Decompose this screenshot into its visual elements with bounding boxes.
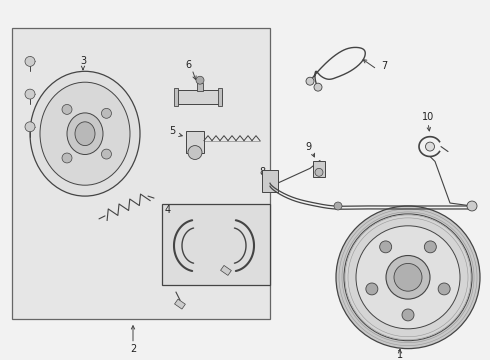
Text: 1: 1 <box>397 350 403 360</box>
Bar <box>186 131 204 153</box>
Circle shape <box>25 89 35 99</box>
Text: 2: 2 <box>130 343 136 354</box>
Text: 4: 4 <box>165 205 171 215</box>
Text: 7: 7 <box>381 61 387 71</box>
Circle shape <box>356 226 460 329</box>
Circle shape <box>425 142 435 151</box>
Circle shape <box>386 256 430 299</box>
Bar <box>262 170 278 192</box>
Circle shape <box>424 241 436 253</box>
Ellipse shape <box>75 122 95 145</box>
Bar <box>178 90 222 104</box>
Circle shape <box>315 168 323 176</box>
Circle shape <box>62 104 72 114</box>
Circle shape <box>394 264 422 291</box>
Text: 5: 5 <box>169 126 175 136</box>
Circle shape <box>25 122 35 132</box>
Circle shape <box>306 77 314 85</box>
Circle shape <box>314 83 322 91</box>
Ellipse shape <box>40 82 130 185</box>
Bar <box>162 204 270 285</box>
Text: 8: 8 <box>259 167 265 177</box>
Circle shape <box>467 201 477 211</box>
Bar <box>218 88 222 106</box>
Circle shape <box>402 309 414 321</box>
Bar <box>220 265 231 275</box>
Circle shape <box>380 241 392 253</box>
Circle shape <box>101 149 111 159</box>
Circle shape <box>196 76 204 84</box>
Text: 9: 9 <box>305 141 311 152</box>
Bar <box>174 299 185 309</box>
Bar <box>174 88 178 106</box>
Bar <box>12 28 270 319</box>
Text: 3: 3 <box>80 57 86 66</box>
Text: 10: 10 <box>422 112 434 122</box>
Circle shape <box>25 57 35 66</box>
Text: 6: 6 <box>185 60 191 70</box>
Bar <box>313 161 325 177</box>
Circle shape <box>344 214 472 341</box>
Circle shape <box>101 108 111 118</box>
Circle shape <box>334 202 342 210</box>
Circle shape <box>188 145 202 159</box>
Bar <box>197 83 203 91</box>
Circle shape <box>62 153 72 163</box>
Circle shape <box>438 283 450 295</box>
Ellipse shape <box>67 113 103 154</box>
Ellipse shape <box>30 71 140 196</box>
Circle shape <box>336 206 480 348</box>
Circle shape <box>366 283 378 295</box>
